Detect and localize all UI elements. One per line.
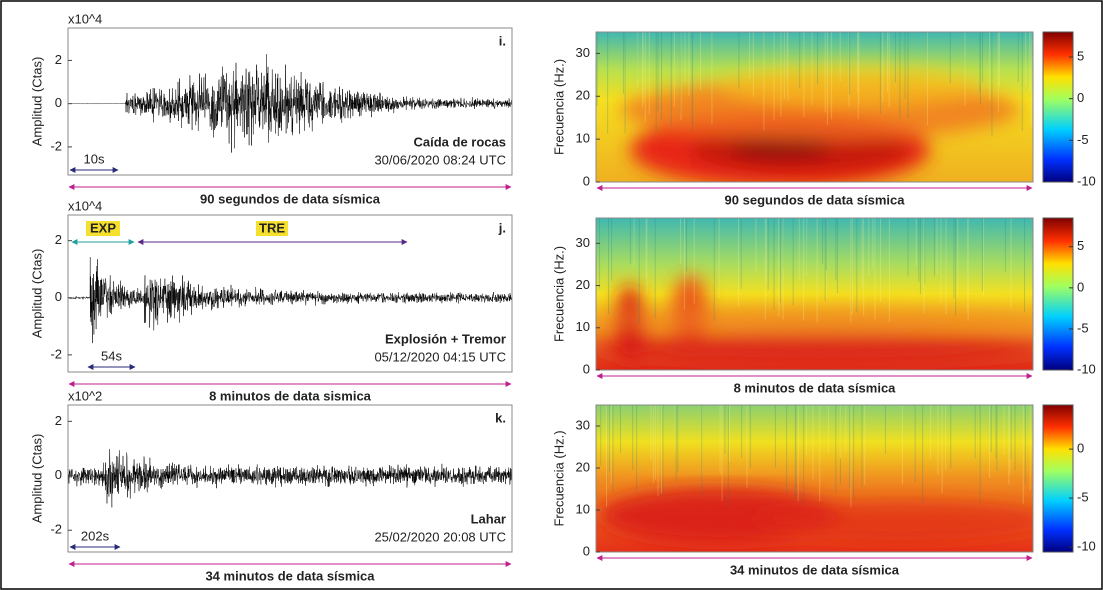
event-name: Lahar [471,511,506,526]
plot-box [595,404,1034,553]
scale-label: 202s [81,528,110,543]
panel-label: j. [498,220,506,235]
y-axis-label: Frecuencia (Hz.) [551,246,566,342]
spectrogram-energy [596,275,1033,365]
y-tick-label: 2 [55,413,62,428]
panel-label: k. [495,410,506,425]
waveform [67,449,513,508]
y-tick-label: 2 [55,52,62,67]
spectrogram-texture [600,405,1031,508]
colorbar-tick-label: -5 [1077,320,1089,335]
y-tick-label: 10 [576,501,590,516]
panel-label: i. [499,33,506,48]
y-axis-label: Amplitud (Ctas) [29,434,44,524]
energy-blob [720,65,980,105]
plot-box [595,217,1034,371]
y-tick-label: -2 [50,522,62,537]
colorbar-tick-label: -5 [1077,490,1089,505]
duration-label: 34 minutos de data sísmica [730,562,900,577]
y-axis-label: Frecuencia (Hz.) [551,430,566,526]
energy-blob [730,138,830,158]
multiplier: x10^2 [68,388,102,403]
energy-blob [596,308,1033,332]
spectrogram-texture [599,218,1026,324]
y-tick-label: 0 [583,173,590,188]
colorbar [1042,31,1074,183]
duration-label: 8 minutos de data sismica [209,388,372,403]
y-tick-label: 20 [576,88,590,103]
scale-label: 54s [101,348,122,363]
y-tick-label: 0 [55,289,62,304]
spectrogram-image [596,405,1033,552]
y-tick-label: -2 [50,346,62,361]
event-name: Caída de rocas [414,134,507,149]
colorbar-tick-label: -5 [1077,132,1089,147]
y-tick-label: -2 [50,138,62,153]
y-tick-label: 20 [576,459,590,474]
y-tick-label: 2 [55,232,62,247]
waveform [67,257,513,344]
y-tick-label: 0 [583,361,590,376]
energy-blob [596,336,1033,364]
y-axis-label: Frecuencia (Hz.) [551,59,566,155]
colorbar-tick-label: 5 [1077,238,1084,253]
colorbar-tick-label: 0 [1077,90,1084,105]
multiplier: x10^4 [68,198,102,213]
y-tick-label: 10 [576,319,590,334]
duration-label: 90 segundos de data sísmica [725,192,906,207]
y-tick-label: 30 [576,235,590,250]
multiplier: x10^4 [68,11,102,26]
phase-highlight [256,221,288,236]
y-tick-label: 0 [55,95,62,110]
y-axis-label: Amplitud (Ctas) [29,57,44,147]
colorbar [1042,217,1074,371]
y-tick-label: 20 [576,277,590,292]
colorbar-tick-label: -10 [1077,539,1096,554]
spectrogram-energy [600,487,1033,543]
plot-box [67,214,513,373]
event-datetime: 05/12/2020 04:15 UTC [374,349,506,364]
duration-label: 34 minutos de data sísmica [205,568,375,583]
duration-label: 8 minutos de data sísmica [734,380,897,395]
spectrogram-image [596,218,1033,370]
colorbar [1042,404,1074,553]
event-datetime: 30/06/2020 08:24 UTC [374,152,506,167]
y-tick-label: 30 [576,45,590,60]
spectrogram-texture [596,32,1032,137]
plot-box [595,31,1034,183]
y-tick-label: 10 [576,131,590,146]
duration-label: 90 segundos de data sísmica [200,191,381,206]
colorbar-tick-label: 0 [1077,441,1084,456]
spectrogram-image [596,32,1033,182]
colorbar-tick-label: -10 [1077,173,1096,188]
phase-label: EXP [90,220,116,235]
y-tick-label: 0 [583,543,590,558]
plot-box [67,27,513,176]
scale-label: 10s [84,151,105,166]
colorbar-tick-label: 5 [1077,48,1084,63]
phase-highlight [86,221,120,236]
y-axis-label: Amplitud (Ctas) [29,249,44,339]
event-datetime: 25/02/2020 20:08 UTC [374,529,506,544]
colorbar-tick-label: -10 [1077,361,1096,376]
colorbar-tick-label: 0 [1077,279,1084,294]
energy-blob [750,500,1033,540]
y-tick-label: 0 [55,467,62,482]
plot-box [67,404,513,553]
spectrogram-energy [620,65,1020,182]
y-tick-label: 30 [576,417,590,432]
event-name: Explosión + Tremor [385,331,506,346]
phase-label: TRE [259,220,285,235]
waveform [67,54,513,153]
